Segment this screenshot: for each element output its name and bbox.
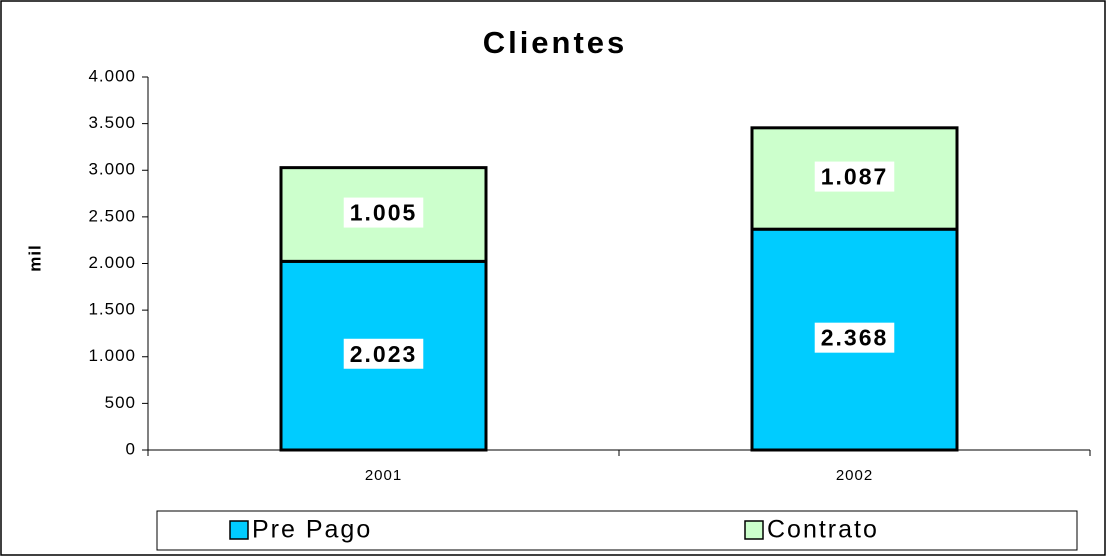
value-label: 1.087	[821, 164, 889, 190]
y-tick-label: 3.500	[88, 113, 136, 132]
y-tick-label: 0	[126, 439, 136, 458]
legend-label: Contrato	[767, 516, 879, 544]
x-tick-label: 2002	[836, 467, 873, 484]
y-tick-label: 3.000	[88, 160, 136, 179]
chart-title: Clientes	[483, 25, 628, 60]
legend-swatch	[744, 520, 764, 540]
y-tick-label: 1.000	[88, 346, 136, 365]
y-tick-label: 2.500	[88, 206, 136, 225]
y-tick-label: 4.000	[88, 66, 136, 85]
value-label-bg	[343, 197, 424, 228]
value-label-bg	[814, 322, 895, 353]
value-label: 2.023	[350, 341, 418, 367]
value-label: 1.005	[350, 200, 418, 226]
y-tick-label: 2.000	[88, 253, 136, 272]
legend-box	[156, 510, 1078, 551]
value-label-bg	[814, 161, 895, 192]
y-tick-label: 1.500	[88, 300, 136, 319]
y-tick-label: 500	[105, 393, 136, 412]
value-label-bg	[343, 338, 424, 369]
value-label: 2.368	[821, 325, 889, 351]
legend-label: Pre Pago	[252, 516, 372, 544]
y-axis-label: mil	[25, 244, 44, 272]
x-tick-label: 2001	[365, 467, 402, 484]
legend-swatch	[229, 520, 249, 540]
